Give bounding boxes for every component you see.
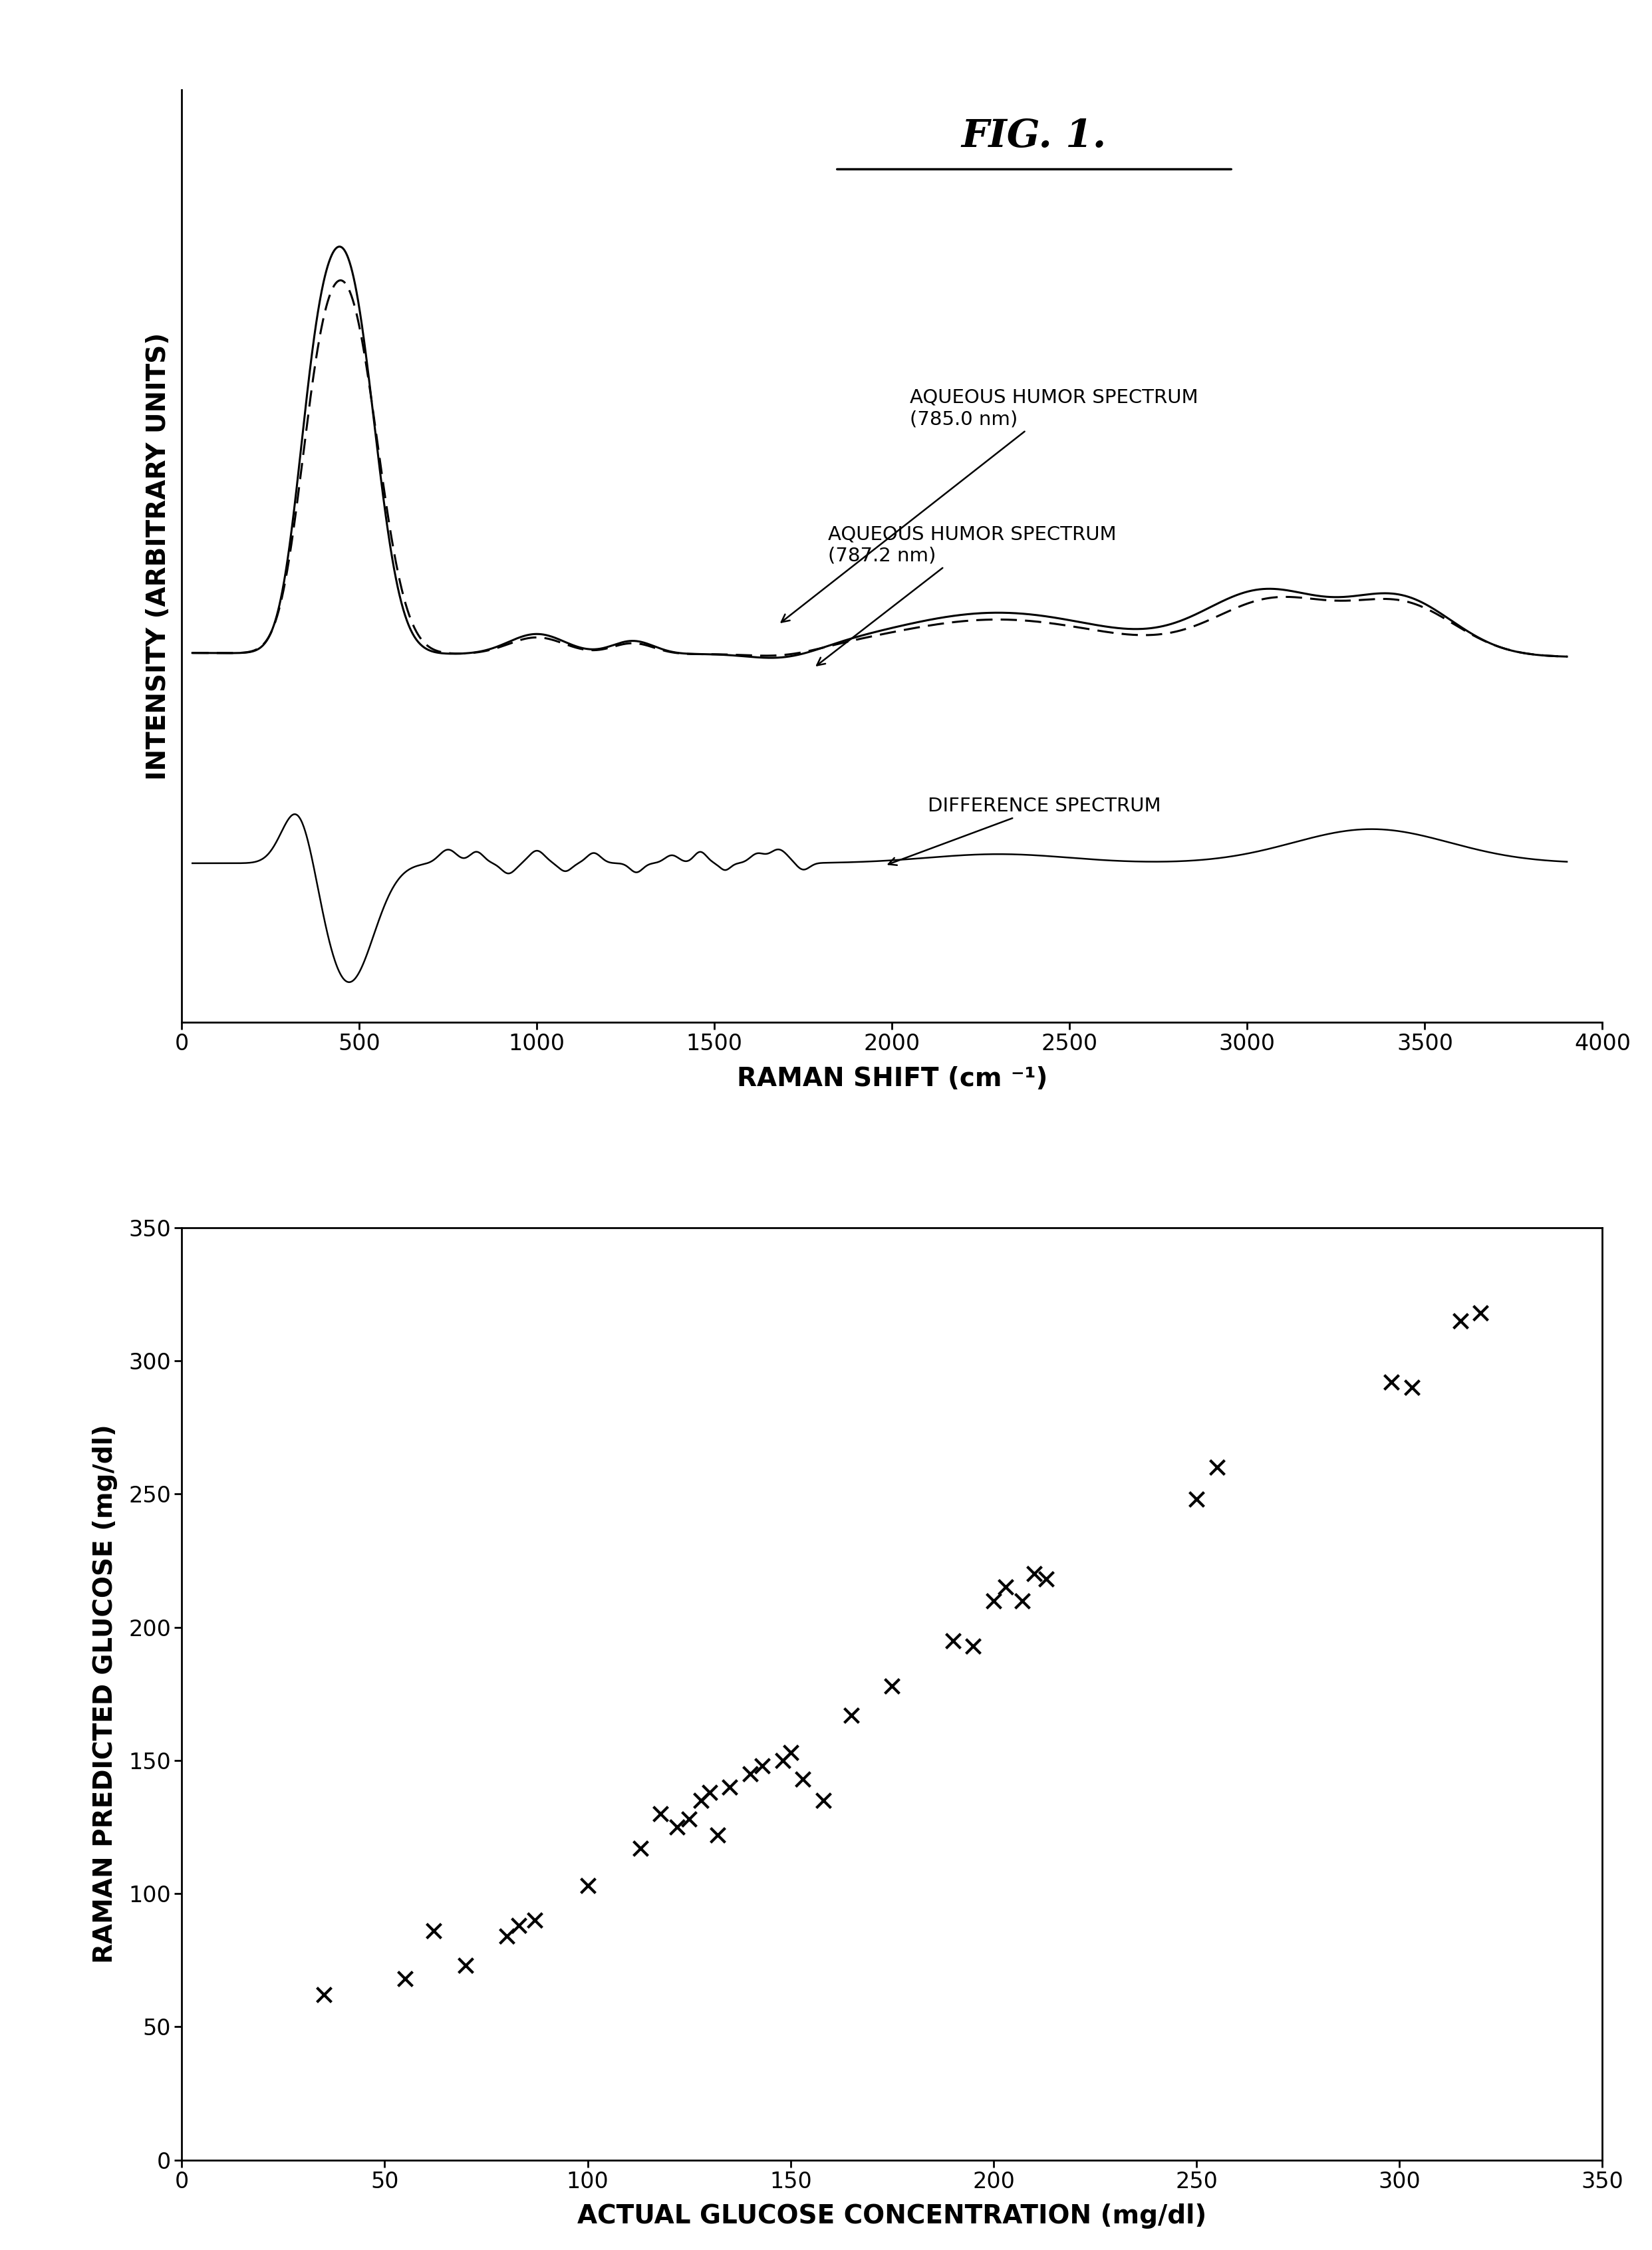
Text: DIFFERENCE SPECTRUM: DIFFERENCE SPECTRUM (889, 796, 1161, 866)
Point (770, 1742, 796, 1778)
Point (980, 1582, 1006, 1618)
X-axis label: ACTUAL GLUCOSE CONCENTRATION (mg/dl): ACTUAL GLUCOSE CONCENTRATION (mg/dl) (578, 2203, 1206, 2230)
Text: AQUEOUS HUMOR SPECTRUM
(787.2 nm): AQUEOUS HUMOR SPECTRUM (787.2 nm) (816, 524, 1117, 666)
Point (778, 1735, 805, 1771)
Point (838, 1697, 864, 1733)
Point (717, 1768, 743, 1805)
Point (453, 1948, 479, 1985)
Point (392, 1960, 418, 1996)
Point (1183, 1481, 1209, 1517)
Point (648, 1796, 674, 1832)
Point (575, 1868, 601, 1904)
Point (628, 1829, 654, 1865)
Point (494, 1919, 520, 1955)
Text: AQUEOUS HUMOR SPECTRUM
(785.0 nm): AQUEOUS HUMOR SPECTRUM (785.0 nm) (781, 389, 1198, 623)
Point (737, 1755, 763, 1791)
Y-axis label: RAMAN PREDICTED GLUCOSE (mg/dl): RAMAN PREDICTED GLUCOSE (mg/dl) (93, 1424, 117, 1964)
Text: FIG. 1.: FIG. 1. (961, 117, 1107, 155)
Point (1032, 1561, 1059, 1598)
Point (420, 1912, 446, 1948)
Point (689, 1782, 715, 1818)
Point (993, 1568, 1019, 1604)
Point (1378, 1364, 1404, 1400)
Point (960, 1627, 986, 1663)
Point (664, 1809, 691, 1845)
Point (1467, 1294, 1493, 1330)
Y-axis label: INTENSITY (ARBITRARY UNITS): INTENSITY (ARBITRARY UNITS) (145, 333, 170, 781)
Point (695, 1775, 722, 1811)
X-axis label: RAMAN SHIFT (cm ⁻¹): RAMAN SHIFT (cm ⁻¹) (737, 1066, 1047, 1091)
Point (879, 1667, 905, 1703)
Point (311, 1978, 337, 2014)
Point (790, 1762, 816, 1798)
Point (522, 1901, 548, 1937)
Point (1204, 1449, 1231, 1485)
Point (1447, 1303, 1474, 1339)
Point (809, 1782, 836, 1818)
Point (676, 1800, 702, 1836)
Point (1399, 1370, 1426, 1406)
Point (940, 1622, 966, 1658)
Point (506, 1908, 532, 1944)
Point (748, 1748, 775, 1784)
Point (1021, 1557, 1047, 1593)
Point (1009, 1582, 1036, 1618)
Point (704, 1818, 730, 1854)
